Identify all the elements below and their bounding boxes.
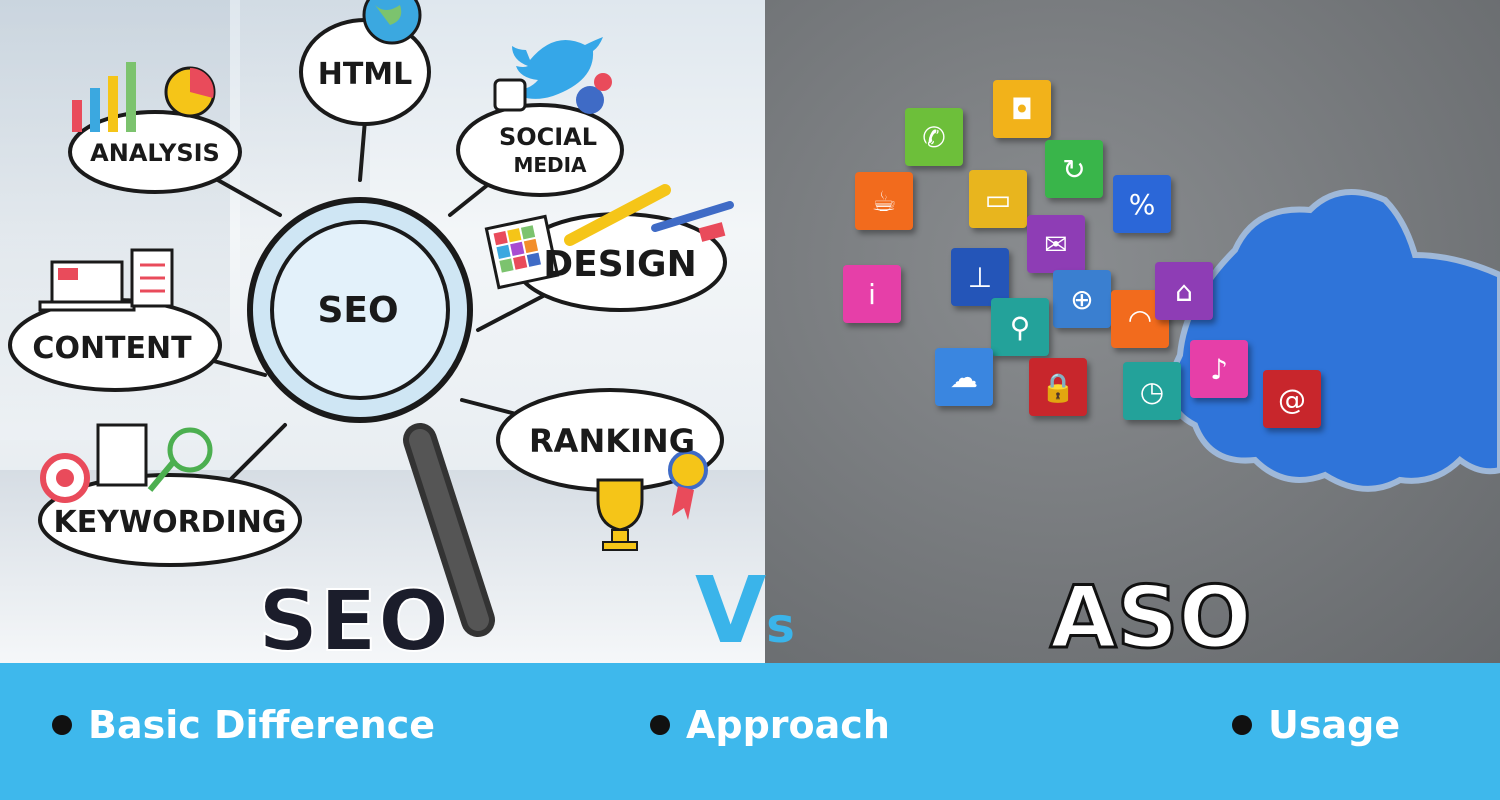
bullet-icon: [52, 715, 72, 735]
twitter-bird-icon: [508, 37, 603, 99]
phone-icon: ✆: [905, 108, 963, 166]
search-icon: ⚲: [991, 298, 1049, 356]
mail-icon: ✉: [1027, 215, 1085, 273]
ranking-label: RANKING: [529, 422, 695, 460]
bar-chart-icon: [72, 62, 216, 132]
aso-title: ASO: [1049, 567, 1254, 670]
camera-icon: ◘: [993, 80, 1051, 138]
bullet-icon: [1232, 715, 1252, 735]
pencils-icon: [564, 184, 734, 246]
thumbs-up-icon: [493, 73, 612, 114]
trophy-icon: [596, 450, 708, 551]
social-label: SOCIAL: [499, 123, 597, 151]
percent-icon: %: [1113, 175, 1171, 233]
vs-title: Vs: [695, 565, 795, 657]
topic-label: Basic Difference: [88, 703, 435, 747]
clock-icon: ◷: [1123, 362, 1181, 420]
chat-icon: ▭: [969, 170, 1027, 228]
bullet-icon: [650, 715, 670, 735]
aso-illustration-panel: ✆ ◘ ↻ ☕ ▭% ✉ i ⊥ ⊕ ◠ ⌂ ⚲ ☁ 🔒 ◷ ♪ @: [765, 0, 1500, 663]
topic-basic-difference: Basic Difference: [52, 703, 435, 747]
seo-mindmap-drawing: HTML ANALYSIS SOCIAL MEDIA SEO DESIGN CO…: [8, 0, 734, 637]
topic-label: Approach: [686, 703, 890, 747]
color-palette-icon: [484, 214, 560, 290]
seo-illustration-panel: HTML ANALYSIS SOCIAL MEDIA SEO DESIGN CO…: [0, 0, 765, 663]
topic-label: Usage: [1268, 703, 1401, 747]
vs-s: s: [766, 598, 795, 654]
swirl-icon: @: [1263, 370, 1321, 428]
info-icon: i: [843, 265, 901, 323]
antenna-icon: ⊥: [951, 248, 1009, 306]
html-label: HTML: [318, 57, 413, 92]
seo-lens-label: SEO: [317, 290, 398, 331]
topic-approach: Approach: [650, 703, 890, 747]
home-icon: ⌂: [1155, 262, 1213, 320]
content-label: CONTENT: [32, 331, 192, 366]
topic-usage: Usage: [1232, 703, 1400, 747]
globe-icon: ⊕: [1053, 270, 1111, 328]
media-label: MEDIA: [513, 153, 587, 177]
coffee-icon: ☕: [855, 172, 913, 230]
refresh-icon: ↻: [1045, 140, 1103, 198]
design-label: DESIGN: [543, 244, 696, 285]
social-media-bubble: [456, 103, 624, 197]
topics-bar: [0, 663, 1500, 800]
keywording-bubble: [38, 473, 302, 567]
laptop-icon: [38, 248, 174, 312]
seo-title: SEO: [257, 571, 451, 671]
target-icon: [40, 423, 213, 503]
cloud-icon: ☁: [935, 348, 993, 406]
analysis-label: ANALYSIS: [90, 139, 220, 167]
music-icon: ♪: [1190, 340, 1248, 398]
keywording-label: KEYWORDING: [54, 505, 287, 540]
globe-doodle-icon: [362, 0, 422, 45]
lock-icon: 🔒: [1029, 358, 1087, 416]
magnifier-icon: [247, 197, 495, 637]
vs-v: V: [695, 557, 767, 664]
